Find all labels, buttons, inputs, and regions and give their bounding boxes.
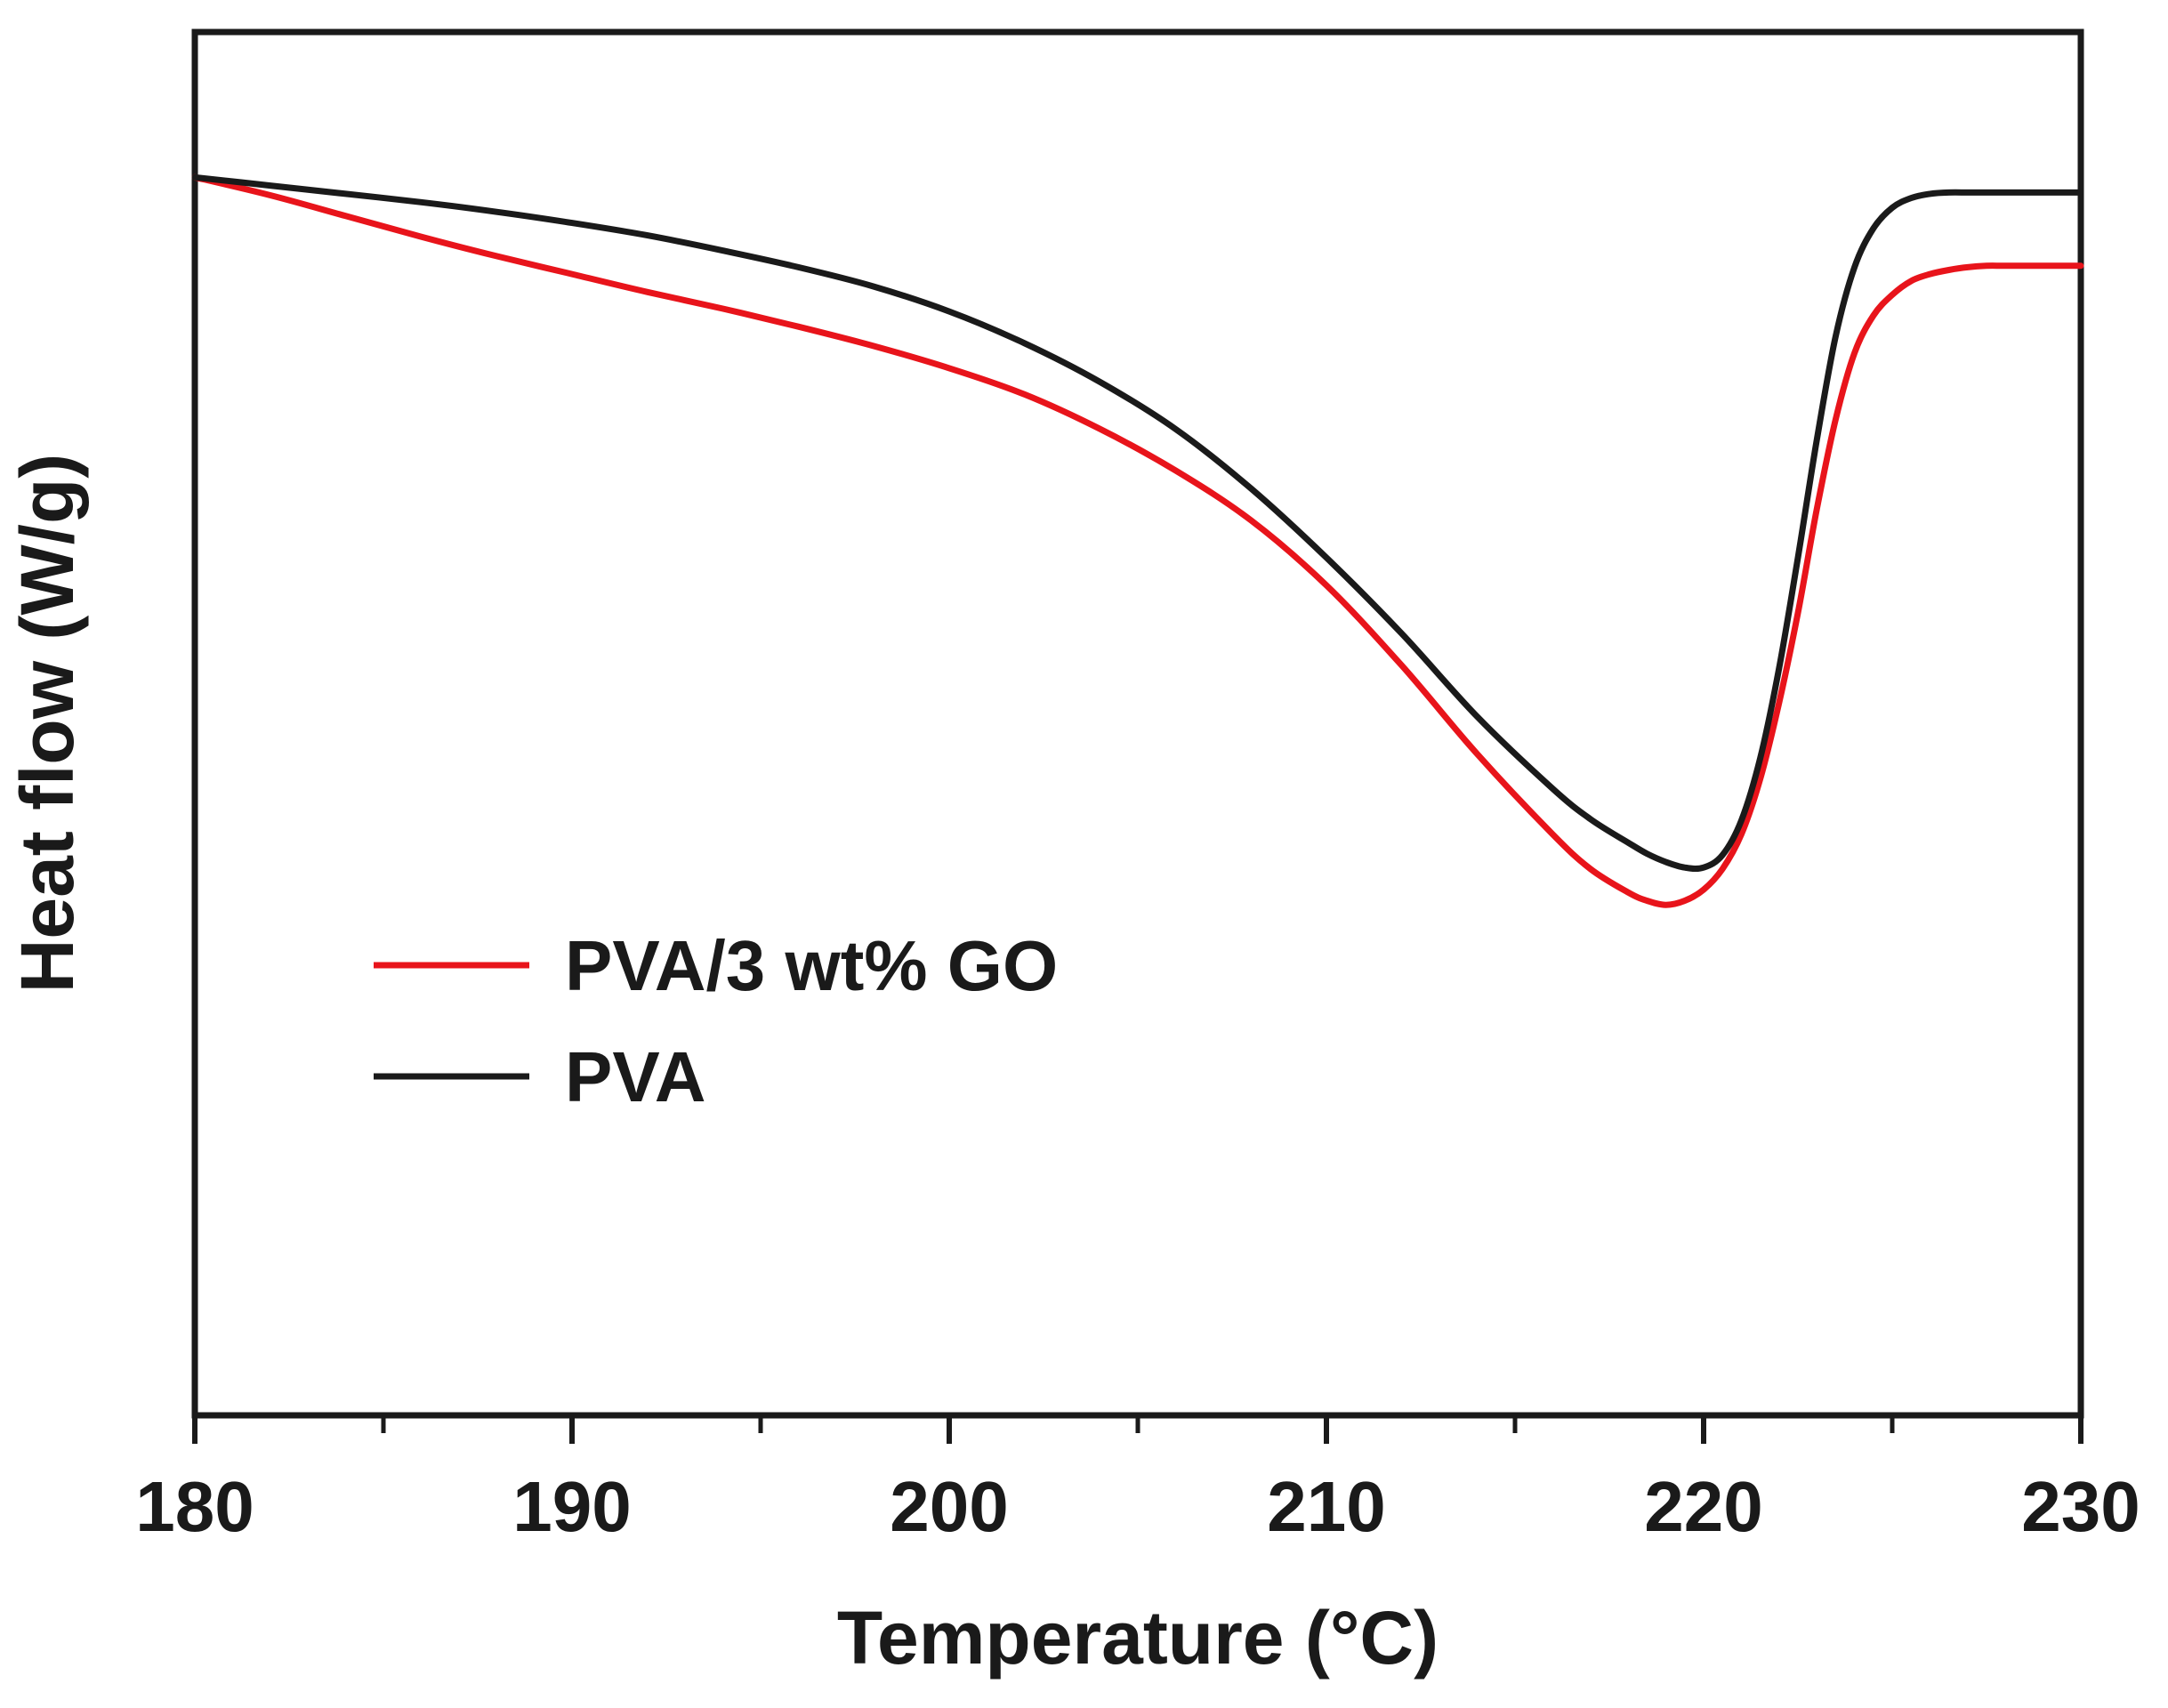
x-tick-label: 190 bbox=[512, 1467, 631, 1546]
data-series bbox=[191, 173, 2084, 908]
legend-label: PVA bbox=[565, 1037, 706, 1116]
x-tick-label: 200 bbox=[890, 1467, 1008, 1546]
plot-frame bbox=[191, 28, 2084, 1419]
x-tick-label: 210 bbox=[1267, 1467, 1385, 1546]
series-line-pva bbox=[191, 173, 2084, 873]
x-axis-tick-labels: 180 190 200 210 220 230 bbox=[135, 1467, 2140, 1546]
x-axis-label: Temperature (°C) bbox=[837, 1596, 1439, 1680]
series-line-pva-go bbox=[191, 173, 2084, 908]
legend: PVA/3 wt% GO PVA bbox=[374, 926, 1058, 1116]
y-axis-label: Heat flow (W/g) bbox=[5, 454, 89, 994]
x-tick-label: 180 bbox=[135, 1467, 254, 1546]
legend-label: PVA/3 wt% GO bbox=[565, 926, 1058, 1005]
x-axis-ticks bbox=[192, 1415, 2083, 1444]
x-tick-label: 230 bbox=[2021, 1467, 2140, 1546]
x-tick-label: 220 bbox=[1644, 1467, 1762, 1546]
